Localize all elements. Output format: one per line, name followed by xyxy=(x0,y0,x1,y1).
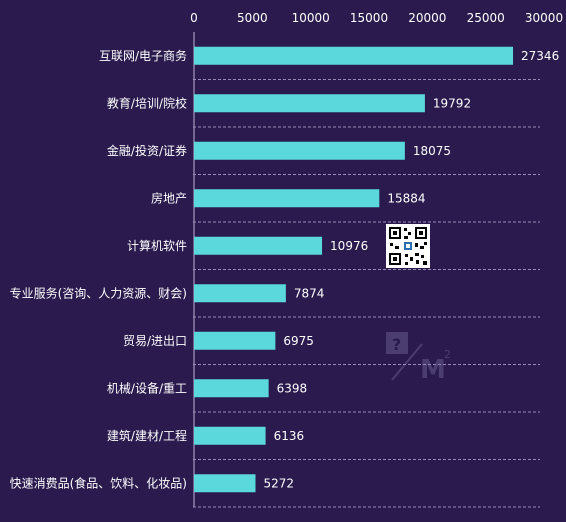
x-tick-label: 5000 xyxy=(237,11,268,25)
bar xyxy=(194,94,425,113)
data-label: 6975 xyxy=(283,334,314,348)
bar xyxy=(194,284,286,303)
svg-text:M: M xyxy=(420,355,446,382)
category-label: 教育/培训/院校 xyxy=(107,95,187,110)
data-label: 15884 xyxy=(387,191,425,205)
bar xyxy=(194,379,269,398)
bar xyxy=(194,236,323,255)
x-tick-label: 20000 xyxy=(408,11,446,25)
x-tick-label: 30000 xyxy=(525,11,563,25)
category-label: 机械/设备/重工 xyxy=(107,380,187,395)
category-label: 专业服务(咨询、人力资源、财会) xyxy=(10,285,187,300)
category-label: 金融/投资/证券 xyxy=(107,143,187,158)
bar xyxy=(194,46,514,65)
data-label: 6136 xyxy=(274,429,305,443)
data-label: 5272 xyxy=(264,476,295,490)
category-label: 贸易/进出口 xyxy=(123,334,187,348)
category-label: 快速消费品(食品、饮料、化妆品) xyxy=(10,475,187,490)
data-label: 27346 xyxy=(521,49,559,63)
bar xyxy=(194,331,276,350)
category-label: 互联网/电子商务 xyxy=(99,48,187,63)
bar xyxy=(194,474,256,493)
data-label: 18075 xyxy=(413,144,451,158)
data-label: 19792 xyxy=(433,96,471,110)
category-label: 房地产 xyxy=(151,190,187,205)
svg-text:2: 2 xyxy=(444,348,451,361)
bar xyxy=(194,189,380,208)
x-tick-label: 25000 xyxy=(467,11,505,25)
bar xyxy=(194,426,266,445)
data-label: 6398 xyxy=(277,381,308,395)
svg-text:?: ? xyxy=(392,335,401,354)
qr-code-image xyxy=(386,224,430,268)
data-label: 10976 xyxy=(330,239,368,253)
data-label: 7874 xyxy=(294,286,325,300)
x-tick-label: 10000 xyxy=(292,11,330,25)
category-label: 计算机软件 xyxy=(127,238,187,253)
x-tick-label: 15000 xyxy=(350,11,388,25)
category-label: 建筑/建材/工程 xyxy=(107,428,187,443)
bar xyxy=(194,141,405,160)
watermark-logo: ? M 2 xyxy=(380,322,460,382)
x-tick-label: 0 xyxy=(190,11,198,25)
